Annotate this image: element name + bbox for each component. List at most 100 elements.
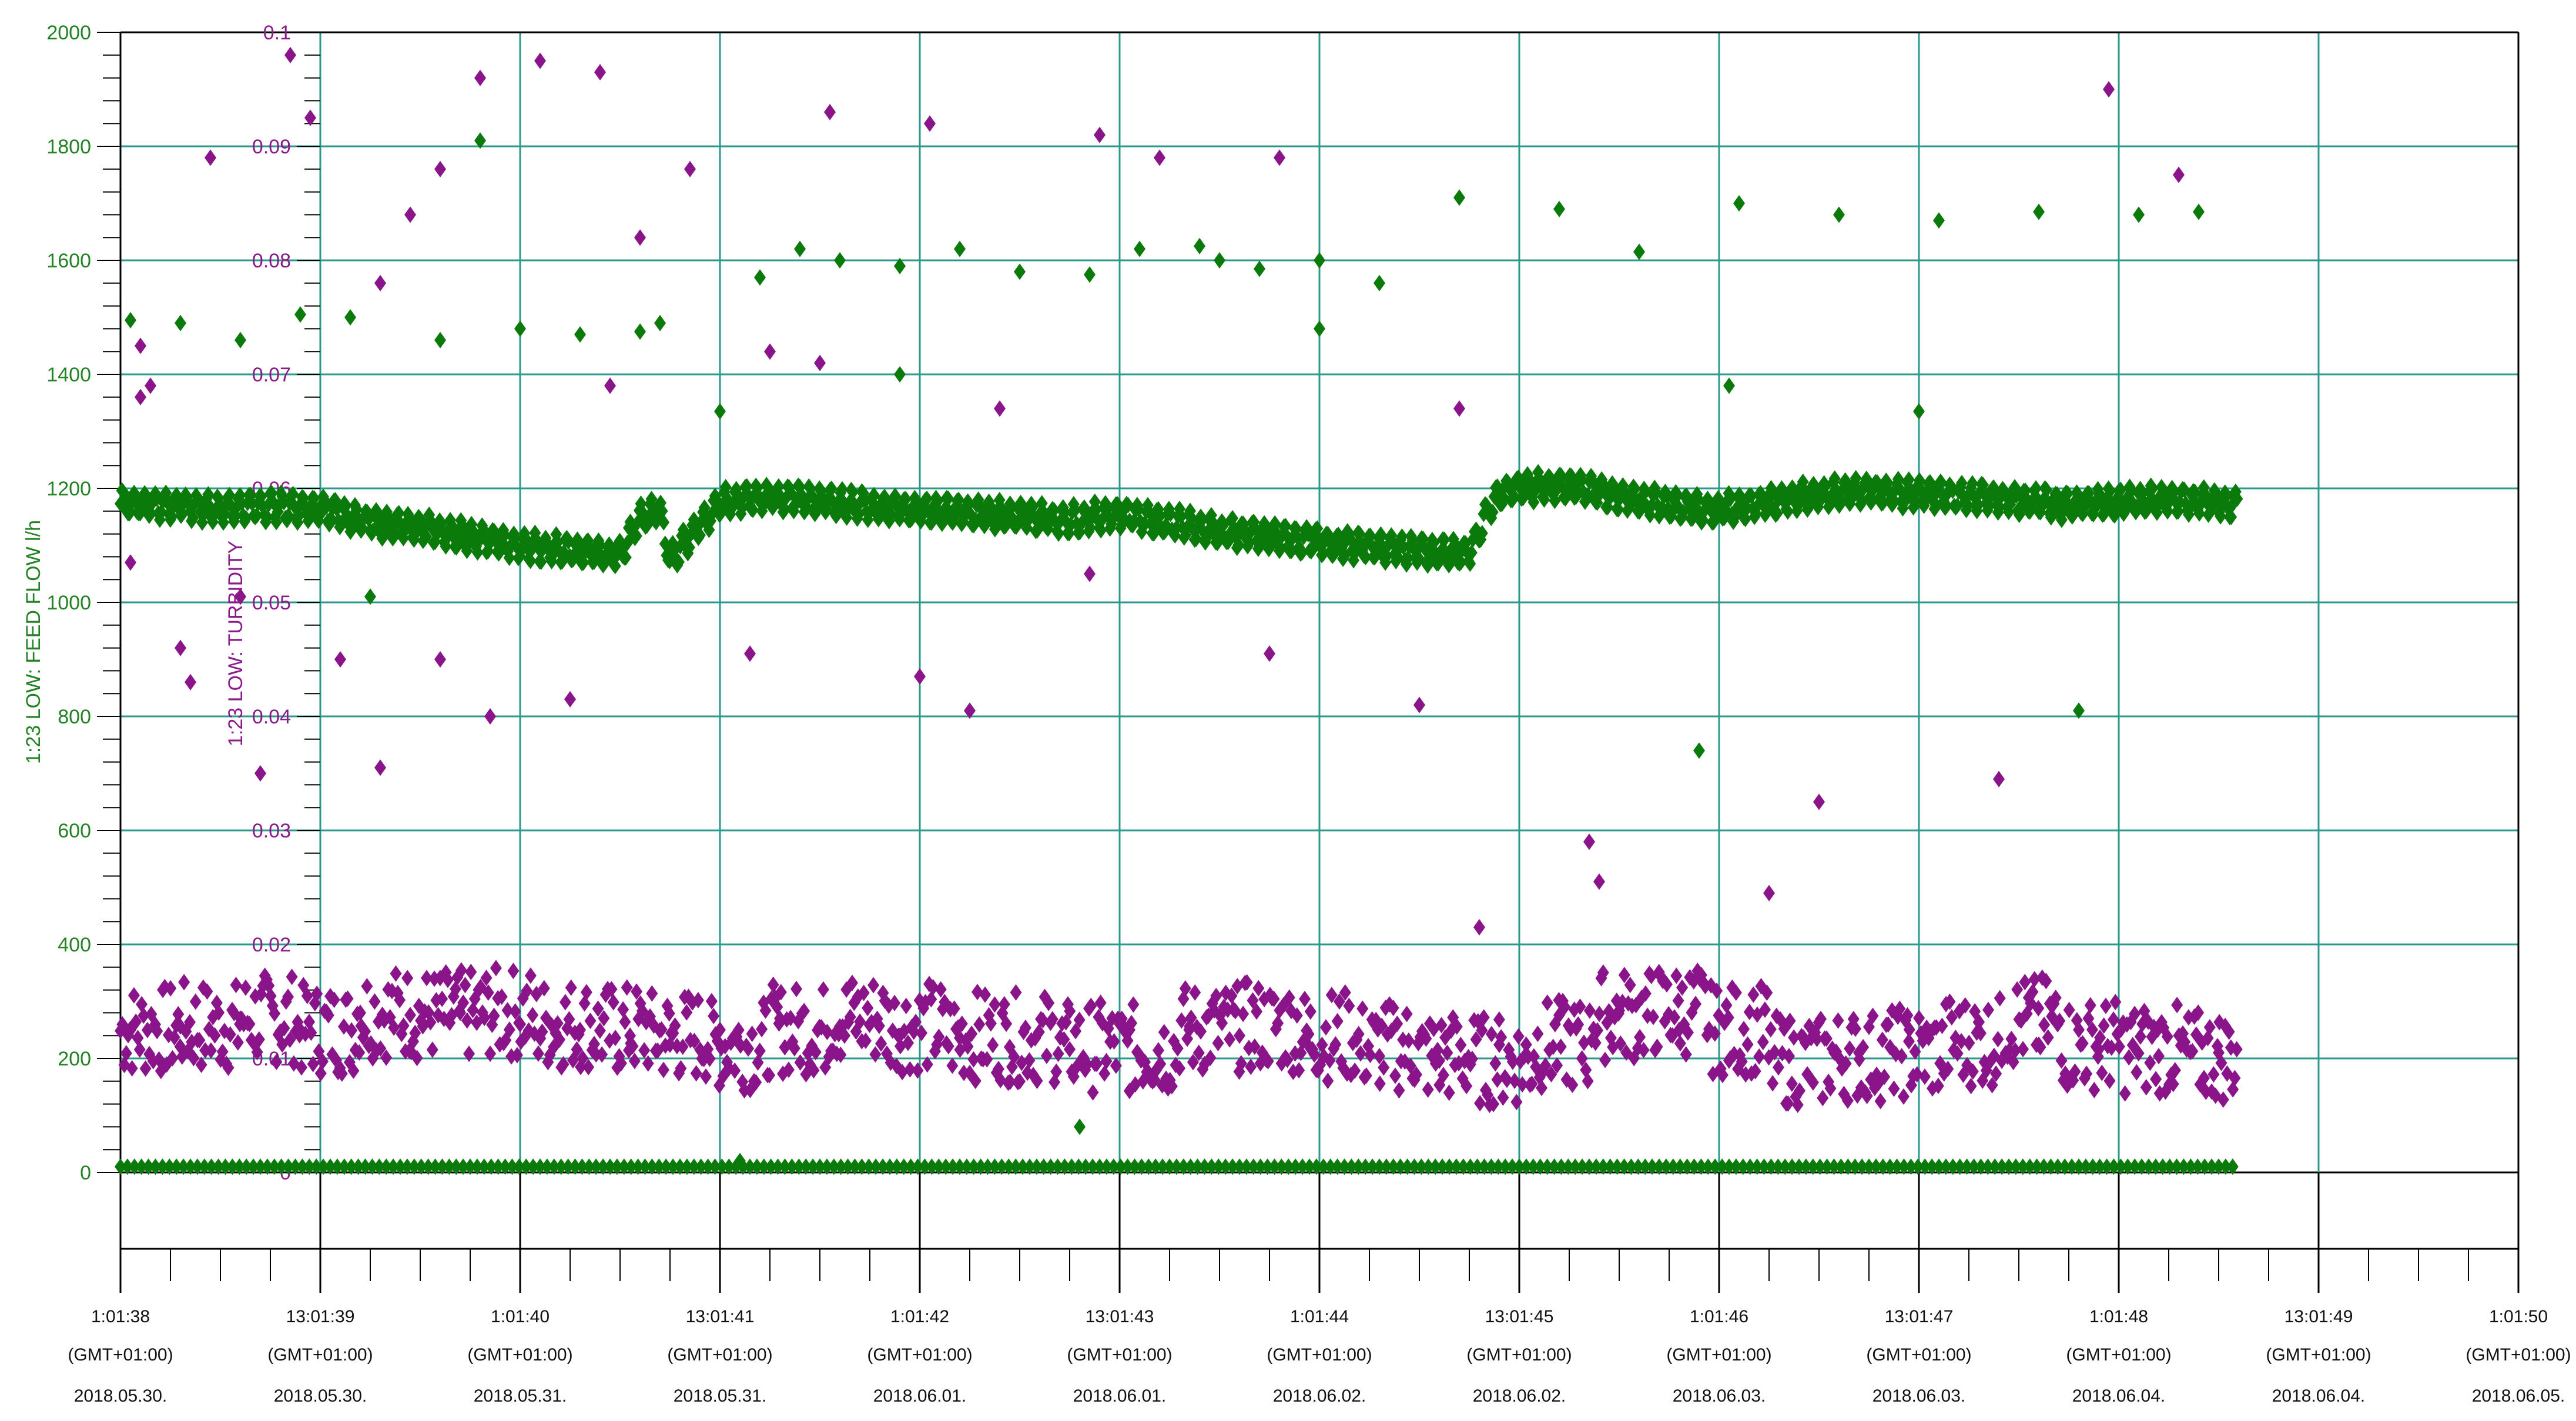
turbidity-point (1212, 1035, 1224, 1052)
feed-flow-point (754, 269, 766, 286)
feed-flow-point (2129, 1158, 2141, 1175)
feed-flow-point (492, 1158, 504, 1175)
turbidity-point (189, 993, 202, 1010)
feed-flow-point (478, 1158, 490, 1175)
turbidity-point (501, 1002, 514, 1019)
turbidity-point (514, 1016, 526, 1033)
x-tick-date: 2018.06.04. (2072, 1386, 2165, 1406)
feed-flow-point (1926, 1158, 1938, 1175)
feed-flow-point (2193, 203, 2205, 220)
feed-flow-point (2033, 203, 2045, 220)
turbidity-point (756, 1021, 768, 1038)
turbidity-point (465, 963, 477, 980)
turbidity-point (374, 759, 386, 776)
feed-flow-point (503, 549, 515, 567)
feed-flow-point (1128, 1158, 1141, 1175)
feed-flow-point (1455, 554, 1467, 571)
feed-flow-point (2093, 1158, 2106, 1175)
feed-flow-point (779, 501, 791, 518)
turbidity-point (775, 984, 787, 1001)
turbidity-point (782, 1061, 795, 1078)
feed-flow-point (1453, 189, 1465, 206)
turbidity-point (2049, 989, 2062, 1006)
feed-flow-point (1069, 501, 1081, 518)
feed-flow-point (1214, 252, 1225, 269)
feed-flow-point (1934, 473, 1947, 490)
turbidity-point (454, 1004, 466, 1021)
turbidity-point (750, 1074, 762, 1091)
turbidity-point (1580, 1061, 1592, 1078)
feed-flow-point (609, 558, 621, 575)
turbidity-point (1813, 793, 1825, 810)
turbidity-point (216, 1043, 229, 1060)
turbidity-point (956, 1015, 968, 1032)
turbidity-point (1247, 992, 1259, 1009)
feed-flow-point (1212, 1158, 1225, 1175)
turbidity-point (1320, 1019, 1332, 1036)
turbidity-point (230, 977, 242, 994)
feed-flow-point (695, 1158, 707, 1175)
feed-flow-point (646, 1158, 658, 1175)
turbidity-point (582, 1058, 595, 1075)
feed-flow-point (688, 1158, 700, 1175)
turbidity-point (467, 1001, 479, 1018)
feed-flow-point (630, 528, 642, 545)
turbidity-point (232, 1034, 244, 1051)
feed-flow-point (1702, 1158, 1714, 1175)
turbidity-point (459, 977, 471, 994)
x-tick-time: 13:01:43 (1086, 1307, 1154, 1326)
turbidity-point (1674, 1035, 1686, 1052)
turbidity-point (2026, 983, 2039, 1000)
turbidity-point (284, 1031, 296, 1048)
turbidity-point (2186, 1043, 2199, 1060)
feed-flow-point (436, 1158, 448, 1175)
turbidity-point (1237, 1006, 1250, 1023)
turbidity-point (305, 1024, 317, 1041)
x-tick-tz: (GMT+01:00) (1666, 1345, 1771, 1365)
turbidity-point (138, 1007, 150, 1024)
turbidity-point (559, 994, 571, 1011)
feed-flow-point (1797, 473, 1809, 490)
feed-flow-point (1975, 1158, 1987, 1175)
turbidity-point (503, 1021, 515, 1038)
turbidity-point (1158, 1024, 1170, 1041)
feed-flow-point (674, 1158, 686, 1175)
turbidity-point (708, 1007, 720, 1024)
feed-flow-point (2108, 1158, 2120, 1175)
feed-flow-point (191, 1158, 203, 1175)
feed-flow-point (498, 527, 511, 544)
feed-flow-point (443, 1158, 455, 1175)
turbidity-point (1204, 1049, 1217, 1066)
feed-flow-point (548, 1158, 560, 1175)
turbidity-point (574, 1021, 586, 1038)
turbidity-point (455, 962, 467, 979)
feed-flow-point (1053, 525, 1065, 542)
feed-flow-point (202, 486, 215, 503)
turbidity-point (2161, 1028, 2173, 1045)
turbidity-point (867, 977, 880, 994)
turbidity-point (2207, 1066, 2220, 1083)
feed-flow-point (793, 1158, 805, 1175)
feed-flow-point (420, 528, 433, 545)
turbidity-point (655, 1021, 668, 1038)
turbidity-point (914, 668, 926, 685)
turbidity-point (1195, 1023, 1207, 1040)
turbidity-point (213, 1004, 225, 1021)
feed-flow-point (863, 1158, 875, 1175)
turbidity-point (2019, 974, 2031, 991)
feed-flow-point (115, 1158, 126, 1175)
turbidity-point (404, 1007, 416, 1024)
turbidity-point (1973, 1013, 1985, 1030)
feed-flow-point (1939, 1158, 1952, 1175)
feed-flow-point (1741, 500, 1753, 517)
feed-flow-point (294, 495, 307, 512)
turbidity-point (128, 987, 140, 1004)
turbidity-point (921, 1056, 933, 1073)
y-left-tick-label: 1800 (46, 136, 91, 158)
turbidity-point (1316, 1037, 1328, 1054)
feed-flow-point (1402, 549, 1414, 567)
turbidity-point (927, 978, 939, 996)
x-tick-date: 2018.06.01. (1073, 1386, 1166, 1406)
turbidity-point (1572, 1016, 1585, 1033)
turbidity-point (619, 1013, 631, 1030)
